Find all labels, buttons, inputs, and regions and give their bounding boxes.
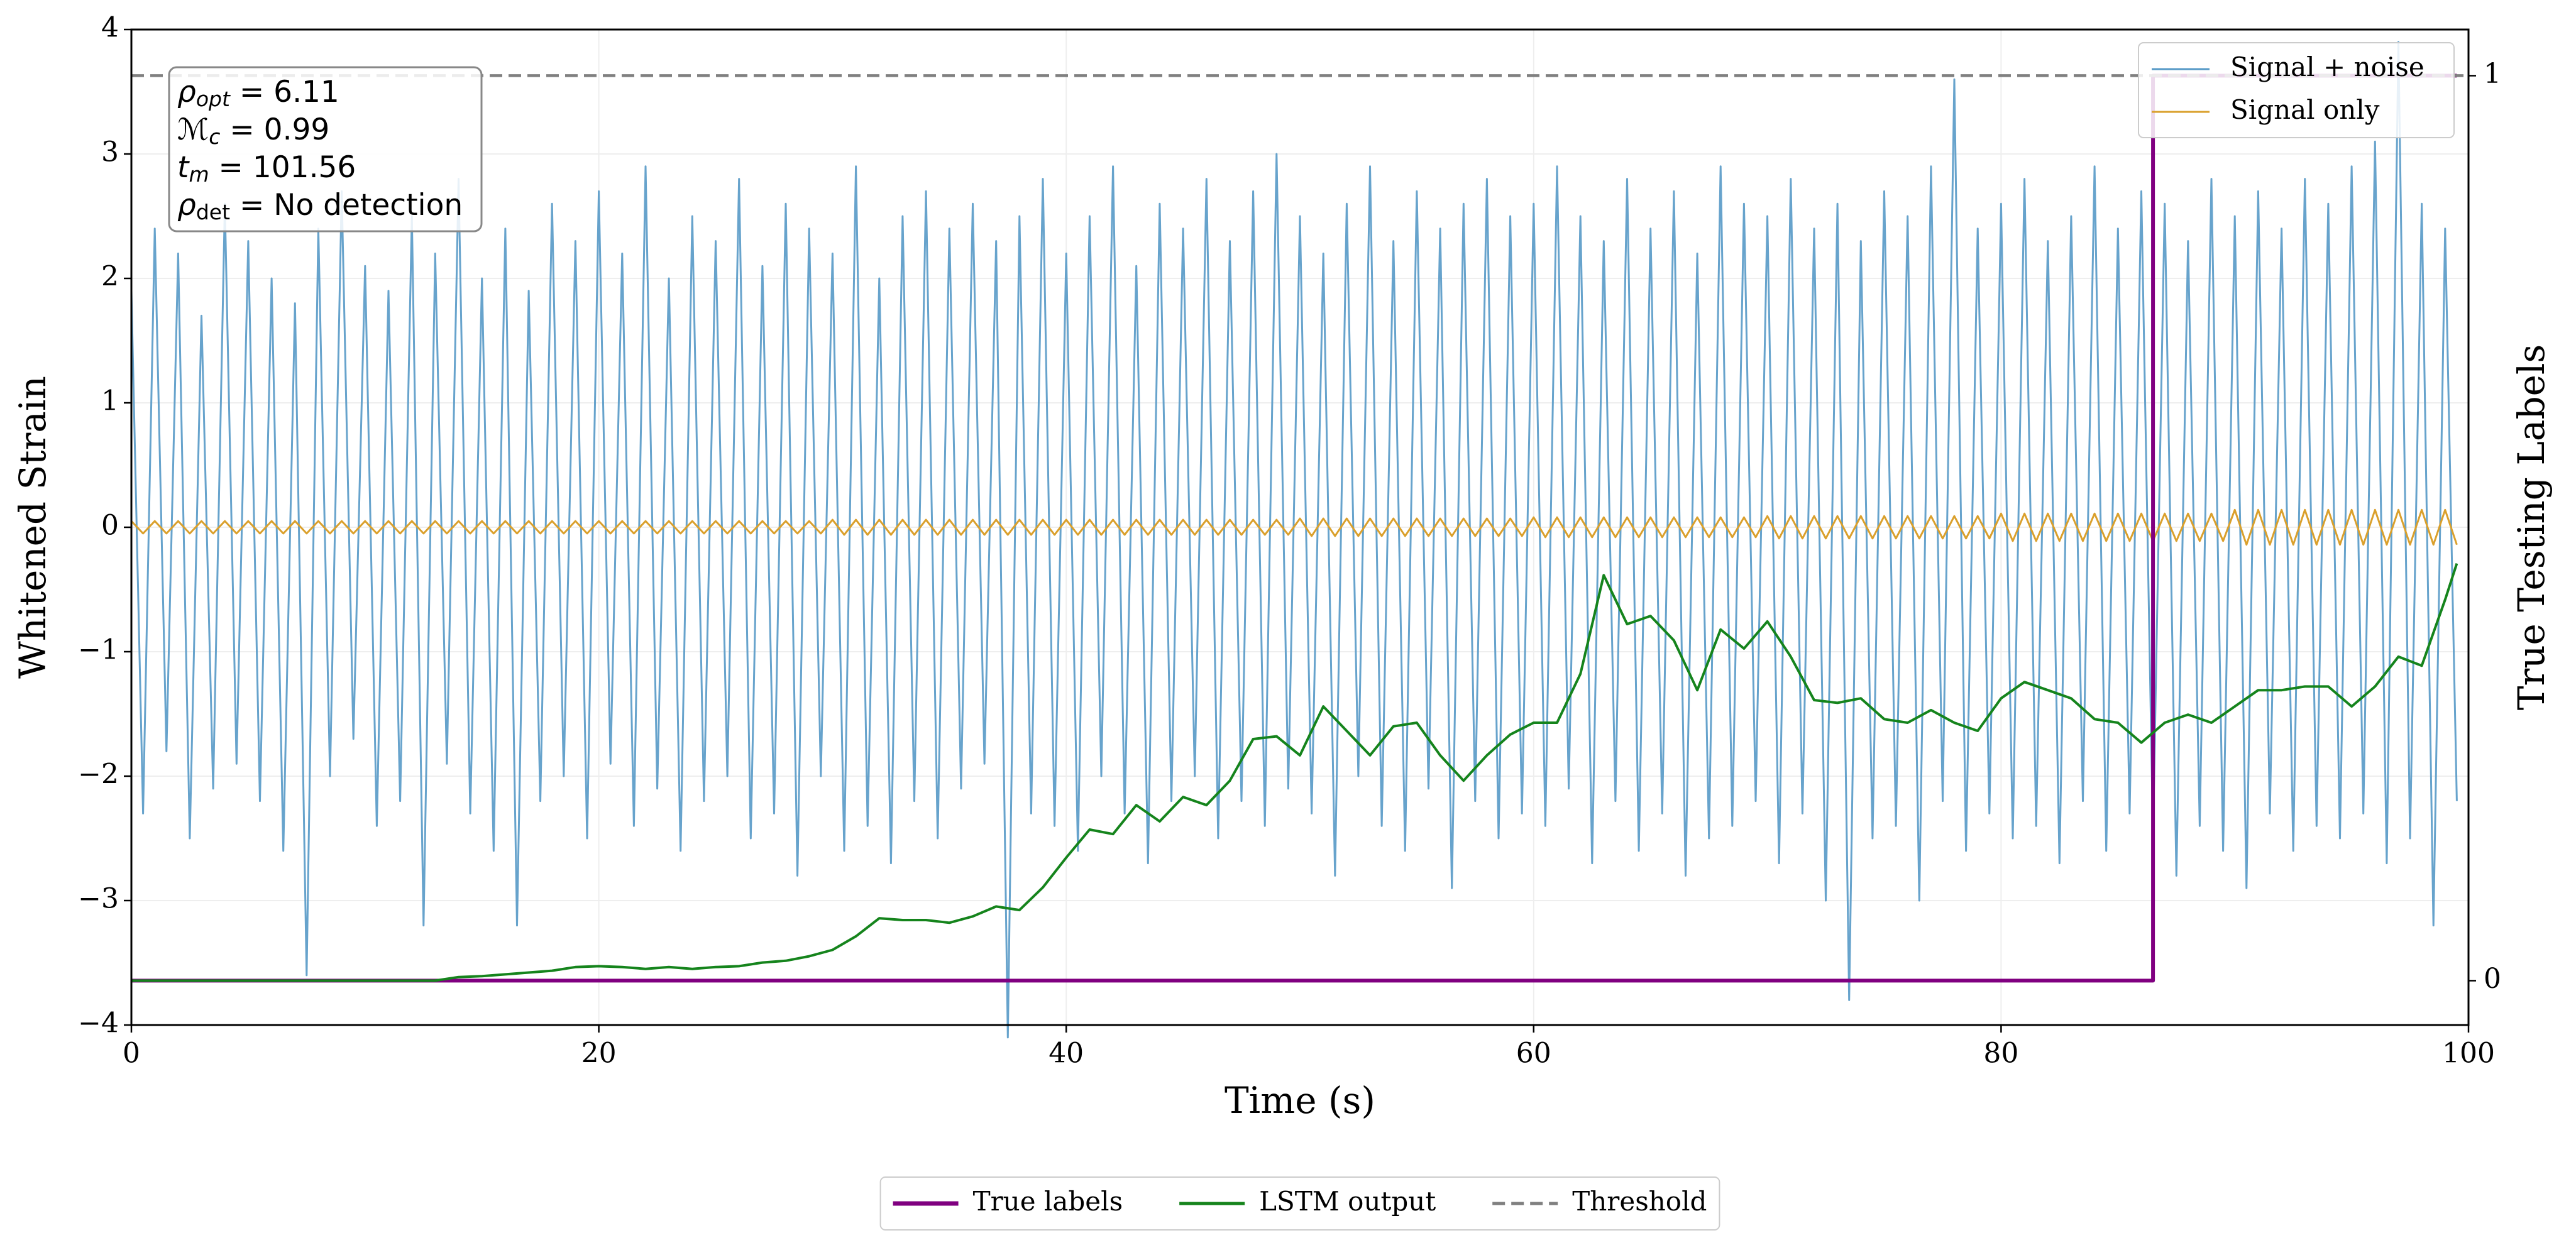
series-line (131, 562, 2458, 982)
annotation-symbol: ρ (177, 188, 196, 222)
annotation-frame (168, 66, 483, 233)
legend-label: Threshold (1572, 1186, 1707, 1217)
legend-label: Signal + noise (2230, 52, 2425, 82)
annotation-text: = No detection (230, 188, 463, 222)
y-tick-label: 2 (101, 261, 119, 293)
annotation: ℳc = 0.99 (177, 112, 329, 149)
legend: Signal + noise Signal only (2138, 42, 2455, 138)
y-tick-label: 0 (101, 510, 119, 542)
y-tick-label: 3 (101, 136, 119, 168)
annotation-subscript: c (209, 124, 220, 149)
y-tick-label: −4 (78, 1007, 119, 1039)
annotation: ρopt = 6.11 (177, 75, 339, 111)
annotation: ρdet = No detection (177, 188, 463, 224)
x-axis-label: Time (s) (1225, 1079, 1375, 1122)
x-tick-label: 20 (581, 1038, 617, 1070)
x-tick-label: 60 (1516, 1038, 1551, 1070)
y-tick-label: −1 (78, 634, 119, 666)
x-tick-label: 40 (1049, 1038, 1084, 1070)
y-tick-label: 4 (101, 12, 119, 44)
y2-axis-label: True Testing Labels (2510, 344, 2553, 710)
annotation-text: = 101.56 (209, 150, 356, 185)
x-tick-label: 100 (2442, 1038, 2495, 1070)
annotation: tm = 101.56 (177, 150, 356, 187)
annotation-symbol: ℳ (177, 112, 209, 147)
series-line (130, 508, 2458, 546)
y-tick-label: 1 (101, 385, 119, 417)
y-tick-label: −3 (78, 883, 119, 915)
x-tick-label: 80 (1983, 1038, 2018, 1070)
x-tick-label: 0 (123, 1038, 140, 1070)
annotation-subscript: m (189, 162, 209, 187)
annotation-symbol: t (177, 150, 190, 185)
y2-tick-label: 1 (2484, 58, 2501, 90)
annotation-subscript: opt (196, 87, 231, 111)
y-tick-label: −2 (78, 759, 119, 791)
legend-box (2138, 42, 2455, 138)
annotation-symbol: ρ (177, 75, 196, 109)
legend-label: Signal only (2230, 94, 2380, 125)
series-line (130, 41, 2458, 1039)
annotation-text: = 0.99 (220, 112, 329, 147)
annotation-subscript: det (196, 200, 230, 224)
y-axis-label: Whitened Strain (11, 376, 54, 679)
legend: True labels LSTM output Threshold (879, 1176, 1720, 1231)
legend-label: True labels (973, 1186, 1123, 1217)
legend-box (879, 1176, 1720, 1231)
legend-label: LSTM output (1259, 1186, 1436, 1217)
y2-tick-label: 0 (2484, 963, 2501, 995)
annotation-text: = 6.11 (230, 75, 339, 109)
